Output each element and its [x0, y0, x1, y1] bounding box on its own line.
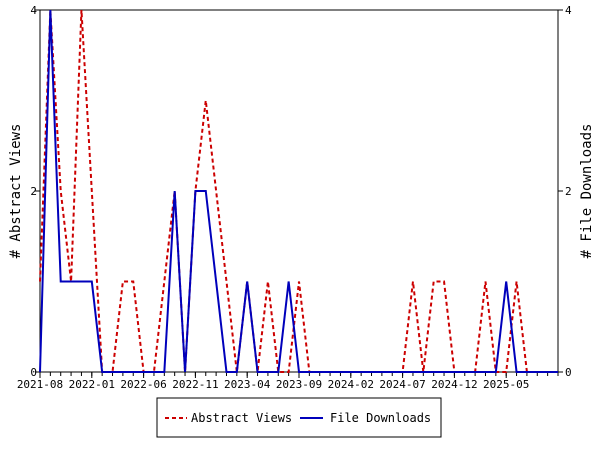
- series-layer: [39, 9, 558, 373]
- x-tick-label: 2022-11: [172, 378, 218, 391]
- x-tick-label: 2022-01: [69, 378, 115, 391]
- x-tick-label: 2022-06: [120, 378, 166, 391]
- y-right-tick-label: 0: [565, 366, 572, 379]
- y-left-tick-label: 0: [30, 366, 37, 379]
- y-axis-right-title: # File Downloads: [579, 124, 595, 259]
- y-axis-left: 0 2 4: [30, 4, 40, 379]
- y-right-tick-label: 4: [565, 4, 572, 17]
- x-tick-label: 2025-05: [483, 378, 529, 391]
- y-axis-left-title: # Abstract Views: [8, 124, 24, 259]
- legend-box: [156, 397, 442, 438]
- y-left-tick-label: 2: [30, 185, 37, 198]
- y-axis-right: 0 2 4: [558, 4, 572, 379]
- x-tick-label: 2024-07: [379, 378, 425, 391]
- x-tick-label: 2021-08: [17, 378, 63, 391]
- plot-area: [39, 9, 559, 373]
- x-axis: 2021-08 2022-01 2022-06 2022-11 2023-04 2023-…: [17, 372, 559, 391]
- legend: Abstract Views File Downloads: [156, 397, 442, 438]
- legend-label-file-downloads: File Downloads: [330, 411, 431, 425]
- series-line-file-downloads: [39, 9, 558, 373]
- x-tick-label: 2024-02: [328, 378, 374, 391]
- x-tick-label: 2024-12: [431, 378, 477, 391]
- y-right-tick-label: 2: [565, 185, 572, 198]
- y-left-tick-label: 4: [30, 4, 37, 17]
- x-tick-label: 2023-04: [224, 378, 271, 391]
- x-tick-label: 2023-09: [276, 378, 322, 391]
- legend-label-abstract-views: Abstract Views: [191, 411, 292, 425]
